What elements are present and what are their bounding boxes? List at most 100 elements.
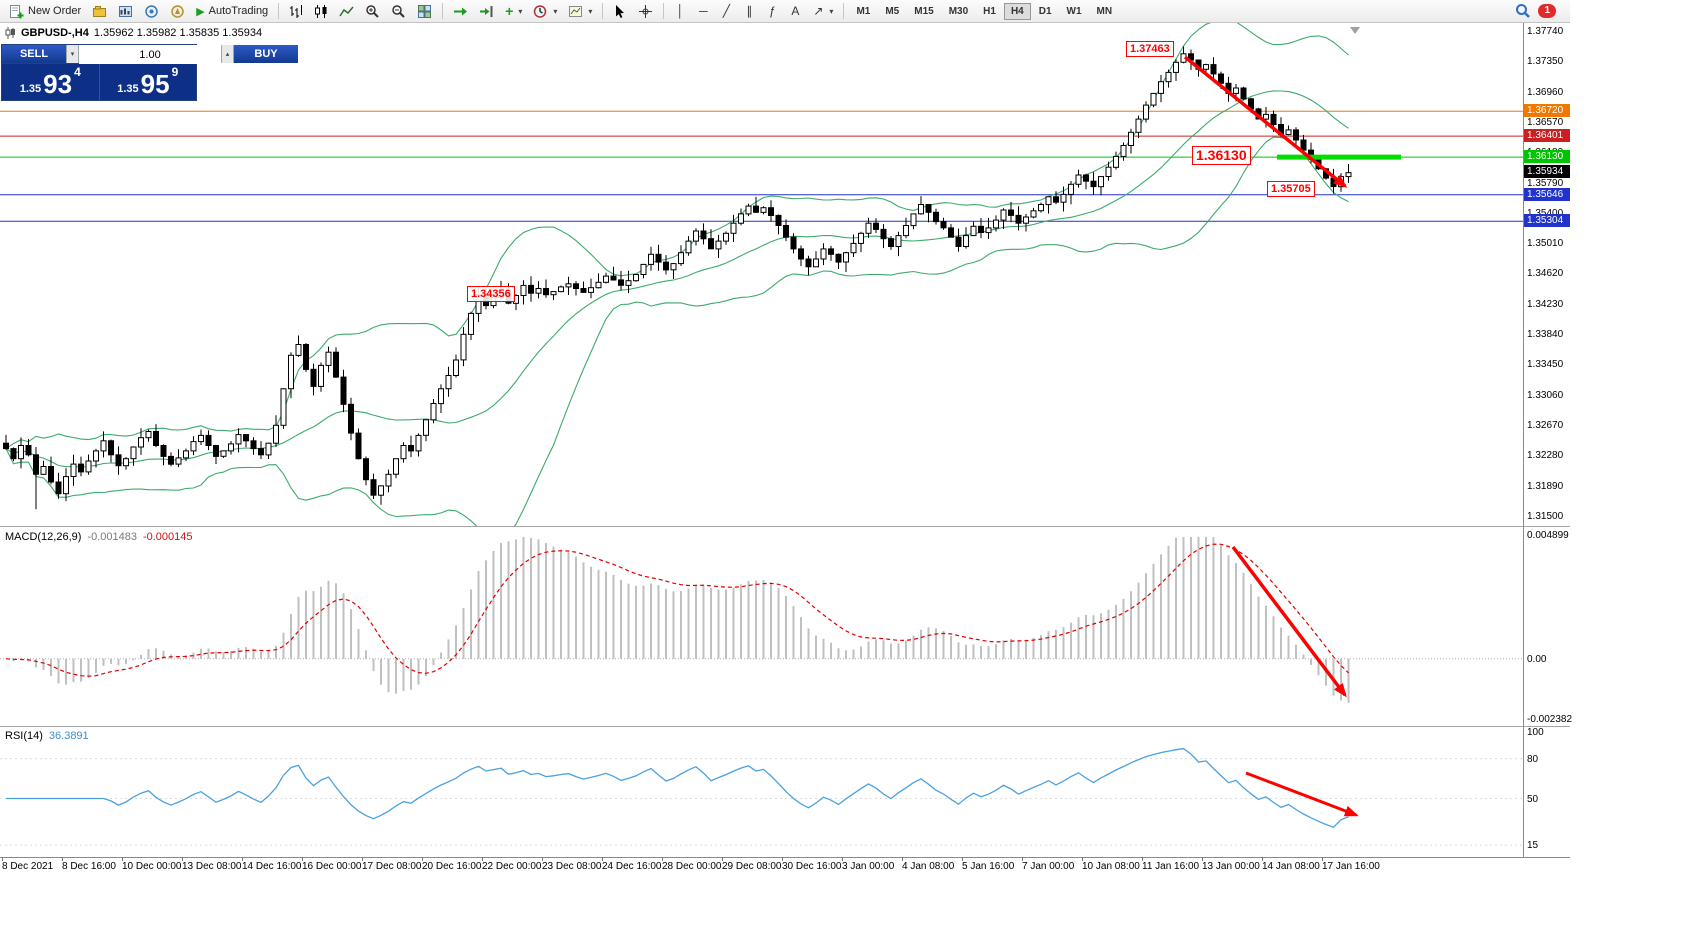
macd-histogram[interactable] — [6, 536, 1350, 703]
candle — [1203, 64, 1209, 70]
time-axis-label: 14 Jan 08:00 — [1262, 861, 1320, 872]
market-watch-button[interactable] — [139, 1, 164, 21]
channel-button[interactable]: ∥ — [738, 1, 760, 21]
candle — [625, 280, 632, 286]
candle — [363, 458, 369, 481]
candles-series[interactable] — [3, 46, 1352, 510]
time-axis-tickmark — [842, 857, 843, 861]
candle — [1128, 131, 1134, 147]
timeframe-mn-button[interactable]: MN — [1090, 3, 1120, 20]
time-axis-tickmark — [1082, 857, 1083, 861]
crosshair-button[interactable] — [633, 1, 658, 21]
zoom-in-button[interactable] — [360, 1, 385, 21]
candle — [378, 485, 384, 496]
candle — [1233, 87, 1239, 94]
panel-splitter[interactable] — [0, 526, 1570, 527]
candle — [100, 440, 107, 452]
time-axis[interactable] — [0, 857, 1570, 879]
arrow-tools-button[interactable]: ↗ ▾ — [807, 1, 838, 21]
auto-scroll-button[interactable] — [448, 1, 473, 21]
rsi-trend-arrow[interactable] — [1245, 771, 1359, 817]
candle — [775, 214, 782, 226]
tile-windows-button[interactable] — [412, 1, 437, 21]
sell-button[interactable]: SELL — [2, 45, 66, 63]
new-order-button[interactable]: New Order — [4, 1, 86, 21]
sell-price-pips: 93 — [43, 69, 73, 99]
volume-input[interactable] — [79, 45, 221, 64]
bollinger-lower-band[interactable] — [5, 136, 1349, 526]
fibonacci-button[interactable]: ƒ — [761, 1, 783, 21]
timeframe-m15-button[interactable]: M15 — [907, 3, 940, 20]
timeframe-d1-button[interactable]: D1 — [1032, 3, 1059, 20]
horizontal-line-button[interactable]: ─ — [692, 1, 714, 21]
templates-button[interactable]: ▾ — [563, 1, 597, 21]
price-level-tag: 1.36720 — [1524, 104, 1570, 117]
candle — [895, 235, 902, 248]
price-annotation[interactable]: 1.34356 — [467, 286, 515, 302]
buy-price-display[interactable]: 1.35 95 9 — [100, 64, 197, 100]
candlestick-mode-button[interactable] — [309, 1, 333, 21]
profiles-button[interactable] — [87, 1, 112, 21]
rsi-panel[interactable] — [0, 727, 1523, 857]
sell-price-display[interactable]: 1.35 93 4 — [2, 64, 99, 100]
price-annotation[interactable]: 1.36130 — [1192, 146, 1251, 165]
time-axis-tickmark — [482, 857, 483, 861]
chart-shift-button[interactable] — [474, 1, 499, 21]
candle — [595, 281, 602, 289]
notification-badge[interactable]: 1 — [1538, 4, 1556, 18]
bollinger-middle-band[interactable] — [5, 90, 1349, 468]
volume-increase-button[interactable]: ▴ — [221, 45, 234, 63]
autotrading-button[interactable]: ▶ AutoTrading — [191, 1, 273, 21]
timeframe-m1-button[interactable]: M1 — [849, 3, 877, 20]
candle — [198, 434, 204, 443]
price-annotation[interactable]: 1.37463 — [1126, 41, 1174, 57]
buy-button[interactable]: BUY — [234, 45, 298, 63]
zoom-out-button[interactable] — [386, 1, 411, 21]
vertical-line-button[interactable]: │ — [669, 1, 691, 21]
macd-signal-line[interactable] — [5, 543, 1349, 677]
candle — [1173, 61, 1179, 73]
candle — [318, 364, 324, 387]
timeframe-h4-button[interactable]: H4 — [1003, 2, 1031, 20]
bar-chart-mode-button[interactable] — [284, 1, 308, 21]
cursor-button[interactable] — [608, 1, 632, 21]
time-axis-tickmark — [602, 857, 603, 861]
panel-splitter[interactable] — [0, 726, 1570, 727]
bollinger-upper-band[interactable] — [5, 23, 1349, 450]
price-axis-tick: 1.34230 — [1527, 299, 1564, 310]
navigator-button[interactable] — [165, 1, 190, 21]
candle — [1120, 145, 1127, 157]
candle — [468, 312, 474, 335]
candle — [648, 253, 654, 265]
trendline-button[interactable]: ╱ — [715, 1, 737, 21]
timeframe-h1-button[interactable]: H1 — [976, 3, 1003, 20]
price-annotation[interactable]: 1.35705 — [1267, 181, 1315, 197]
timeframe-m5-button[interactable]: M5 — [878, 3, 906, 20]
candle — [243, 434, 249, 442]
text-tool-button[interactable]: A — [784, 1, 806, 21]
time-axis-label: 17 Jan 16:00 — [1322, 861, 1380, 872]
macd-panel[interactable] — [0, 527, 1523, 726]
candle — [805, 258, 812, 268]
toolbar-right-group: 1 — [1515, 3, 1566, 19]
search-icon[interactable] — [1515, 3, 1531, 19]
candle — [348, 403, 354, 434]
candle — [820, 248, 827, 260]
timeframe-m30-button[interactable]: M30 — [942, 3, 975, 20]
candle — [273, 424, 279, 444]
macd-trend-arrow[interactable] — [1231, 545, 1347, 698]
charts-window-button[interactable] — [113, 1, 138, 21]
trend-arrow[interactable] — [1183, 55, 1348, 188]
periods-button[interactable]: ▾ — [528, 1, 562, 21]
autotrading-label: AutoTrading — [208, 5, 269, 17]
price-chart[interactable] — [0, 23, 1523, 526]
chart-shift-marker[interactable] — [1350, 27, 1360, 34]
time-axis-tickmark — [962, 857, 963, 861]
rsi-line[interactable] — [6, 747, 1349, 829]
candle — [1345, 172, 1352, 178]
volume-decrease-button[interactable]: ▾ — [66, 45, 79, 63]
line-chart-mode-button[interactable] — [334, 1, 359, 21]
indicators-button[interactable]: + ▾ — [500, 1, 527, 21]
timeframe-w1-button[interactable]: W1 — [1060, 3, 1089, 20]
indicators-add-icon: + — [505, 3, 514, 19]
